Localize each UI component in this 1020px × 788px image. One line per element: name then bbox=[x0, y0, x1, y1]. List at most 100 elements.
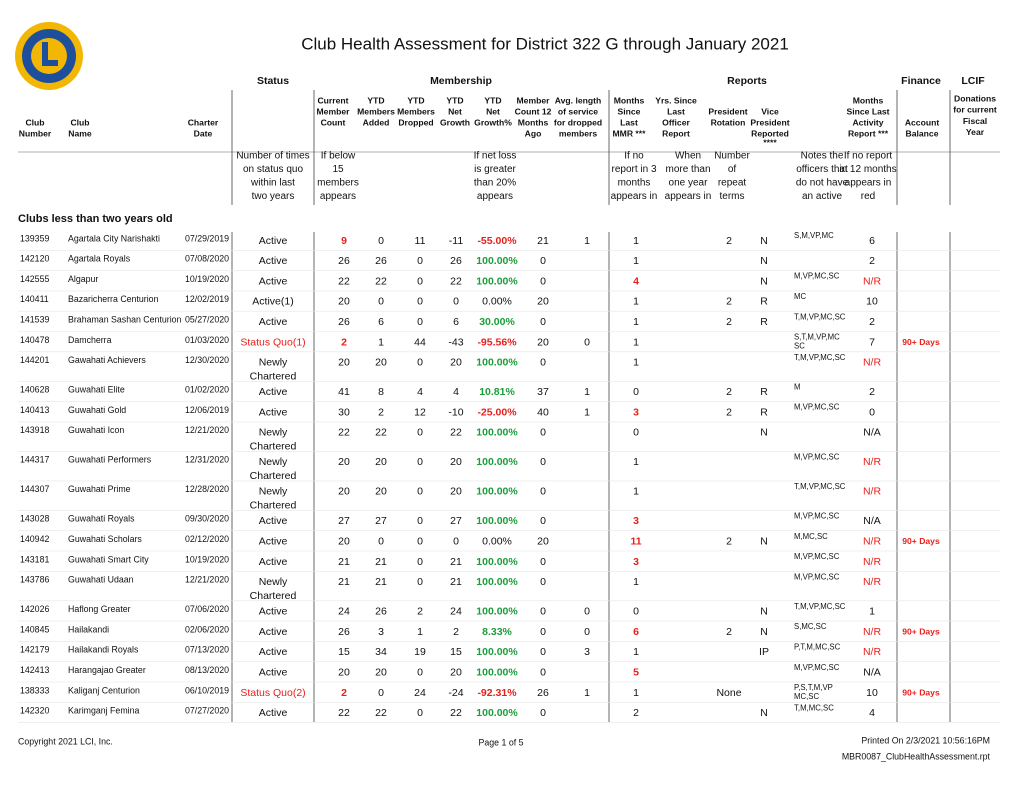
legend-note: Number of times bbox=[236, 151, 309, 162]
cell-current: 26 bbox=[338, 316, 350, 328]
cell-activity: 2 bbox=[869, 316, 875, 328]
column-header: Count 12 bbox=[515, 106, 552, 116]
cell-vp: N bbox=[760, 626, 768, 638]
cell-mmr: 1 bbox=[633, 235, 639, 247]
cell-status: Active bbox=[259, 707, 288, 719]
cell-codes: T,M,VP,MC,SC bbox=[794, 482, 846, 491]
cell-date: 12/21/2020 bbox=[185, 425, 229, 435]
cell-pct: 0.00% bbox=[482, 296, 512, 308]
footer-copyright: Copyright 2021 LCI, Inc. bbox=[18, 736, 113, 746]
column-header: YTD bbox=[446, 95, 463, 105]
column-header: Balance bbox=[906, 128, 939, 138]
cell-current: 21 bbox=[338, 576, 350, 588]
cell-date: 12/31/2020 bbox=[185, 455, 229, 465]
cell-name: Guwahati Scholars bbox=[68, 534, 142, 544]
legend-note: appears in bbox=[665, 191, 712, 202]
cell-avg: 0 bbox=[584, 336, 590, 348]
cell-ago: 0 bbox=[540, 255, 546, 267]
cell-net: 21 bbox=[450, 576, 462, 588]
cell-vp: R bbox=[760, 386, 768, 398]
cell-activity: N/R bbox=[863, 535, 882, 547]
cell-dropped: 0 bbox=[417, 556, 423, 568]
cell-ago: 0 bbox=[540, 666, 546, 678]
cell-date: 07/06/2020 bbox=[185, 604, 229, 614]
cell-activity: N/R bbox=[863, 576, 882, 588]
column-header: of service bbox=[558, 106, 598, 116]
cell-current: 22 bbox=[338, 427, 350, 439]
cell-dropped: 24 bbox=[414, 687, 426, 699]
column-header: Member bbox=[317, 106, 351, 116]
cell-name: Guwahati Royals bbox=[68, 514, 135, 524]
cell-date: 01/02/2020 bbox=[185, 385, 229, 395]
cell-activity: 10 bbox=[866, 687, 878, 699]
column-header: Member bbox=[517, 95, 551, 105]
column-header: Dropped bbox=[398, 117, 433, 127]
cell-activity: 1 bbox=[869, 606, 875, 618]
cell-net: 15 bbox=[450, 646, 462, 658]
group-header: Finance bbox=[901, 75, 941, 87]
column-header: Since bbox=[618, 106, 641, 116]
column-header: Growth bbox=[440, 117, 470, 127]
column-header: Avg. length bbox=[555, 95, 601, 105]
legend-note: on status quo bbox=[243, 164, 303, 175]
cell-pct: 100.00% bbox=[476, 666, 518, 678]
legend-note: 15 bbox=[332, 164, 344, 175]
cell-net: 4 bbox=[453, 386, 459, 398]
legend-note: Notes the bbox=[801, 151, 844, 162]
cell-activity: 2 bbox=[869, 255, 875, 267]
cell-added: 20 bbox=[375, 486, 387, 498]
cell-status: Active bbox=[259, 626, 288, 638]
cell-avg: 0 bbox=[584, 606, 590, 618]
cell-added: 0 bbox=[378, 535, 384, 547]
group-header: Reports bbox=[727, 75, 767, 87]
cell-rotation: None bbox=[716, 687, 741, 699]
column-separators bbox=[231, 90, 951, 722]
group-header: Membership bbox=[430, 75, 492, 87]
cell-mmr: 4 bbox=[633, 275, 639, 287]
section-title: Clubs less than two years old bbox=[18, 213, 173, 225]
cell-net: 20 bbox=[450, 357, 462, 369]
cell-date: 06/10/2019 bbox=[185, 685, 229, 695]
cell-rotation: 2 bbox=[726, 626, 732, 638]
cell-number: 140478 bbox=[20, 335, 49, 345]
cell-status: Active bbox=[259, 556, 288, 568]
column-header: YTD bbox=[484, 95, 501, 105]
cell-status: Newly bbox=[259, 456, 288, 468]
cell-pct: 8.33% bbox=[482, 626, 512, 638]
cell-number: 142026 bbox=[20, 604, 49, 614]
legend-note: Number bbox=[714, 151, 750, 162]
cell-status: Active(1) bbox=[252, 296, 293, 308]
column-header: Count bbox=[321, 117, 346, 127]
cell-avg: 3 bbox=[584, 646, 590, 658]
cell-dropped: 11 bbox=[415, 235, 426, 247]
cell-codes: P,S,T,M,VP bbox=[794, 683, 833, 692]
cell-ago: 0 bbox=[540, 486, 546, 498]
cell-pct: 0.00% bbox=[482, 535, 512, 547]
cell-number: 142120 bbox=[20, 254, 49, 264]
cell-vp: R bbox=[760, 296, 768, 308]
cell-net: 21 bbox=[450, 556, 462, 568]
cell-vp: R bbox=[760, 406, 768, 418]
cell-ago: 0 bbox=[540, 427, 546, 439]
cell-net: 22 bbox=[450, 707, 462, 719]
cell-name: Agartala Royals bbox=[68, 254, 131, 264]
cell-added: 21 bbox=[375, 556, 387, 568]
cell-ago: 0 bbox=[540, 316, 546, 328]
column-header: Club bbox=[25, 117, 44, 127]
cell-activity: 4 bbox=[869, 707, 875, 719]
cell-number: 143786 bbox=[20, 575, 49, 585]
cell-date: 07/13/2020 bbox=[185, 645, 229, 655]
cell-status: Chartered bbox=[250, 590, 297, 602]
legend-note: If no report bbox=[844, 151, 893, 162]
cell-net: 6 bbox=[453, 316, 459, 328]
cell-current: 20 bbox=[338, 357, 350, 369]
cell-ago: 20 bbox=[537, 296, 549, 308]
cell-name: Karimganj Femina bbox=[68, 706, 139, 716]
cell-dropped: 0 bbox=[417, 427, 423, 439]
cell-current: 30 bbox=[338, 406, 350, 418]
cell-number: 144201 bbox=[20, 355, 49, 365]
column-header: President bbox=[750, 117, 789, 127]
cell-number: 142555 bbox=[20, 274, 49, 284]
cell-codes: M,VP,MC,SC bbox=[794, 663, 840, 672]
cell-mmr: 2 bbox=[633, 707, 639, 719]
